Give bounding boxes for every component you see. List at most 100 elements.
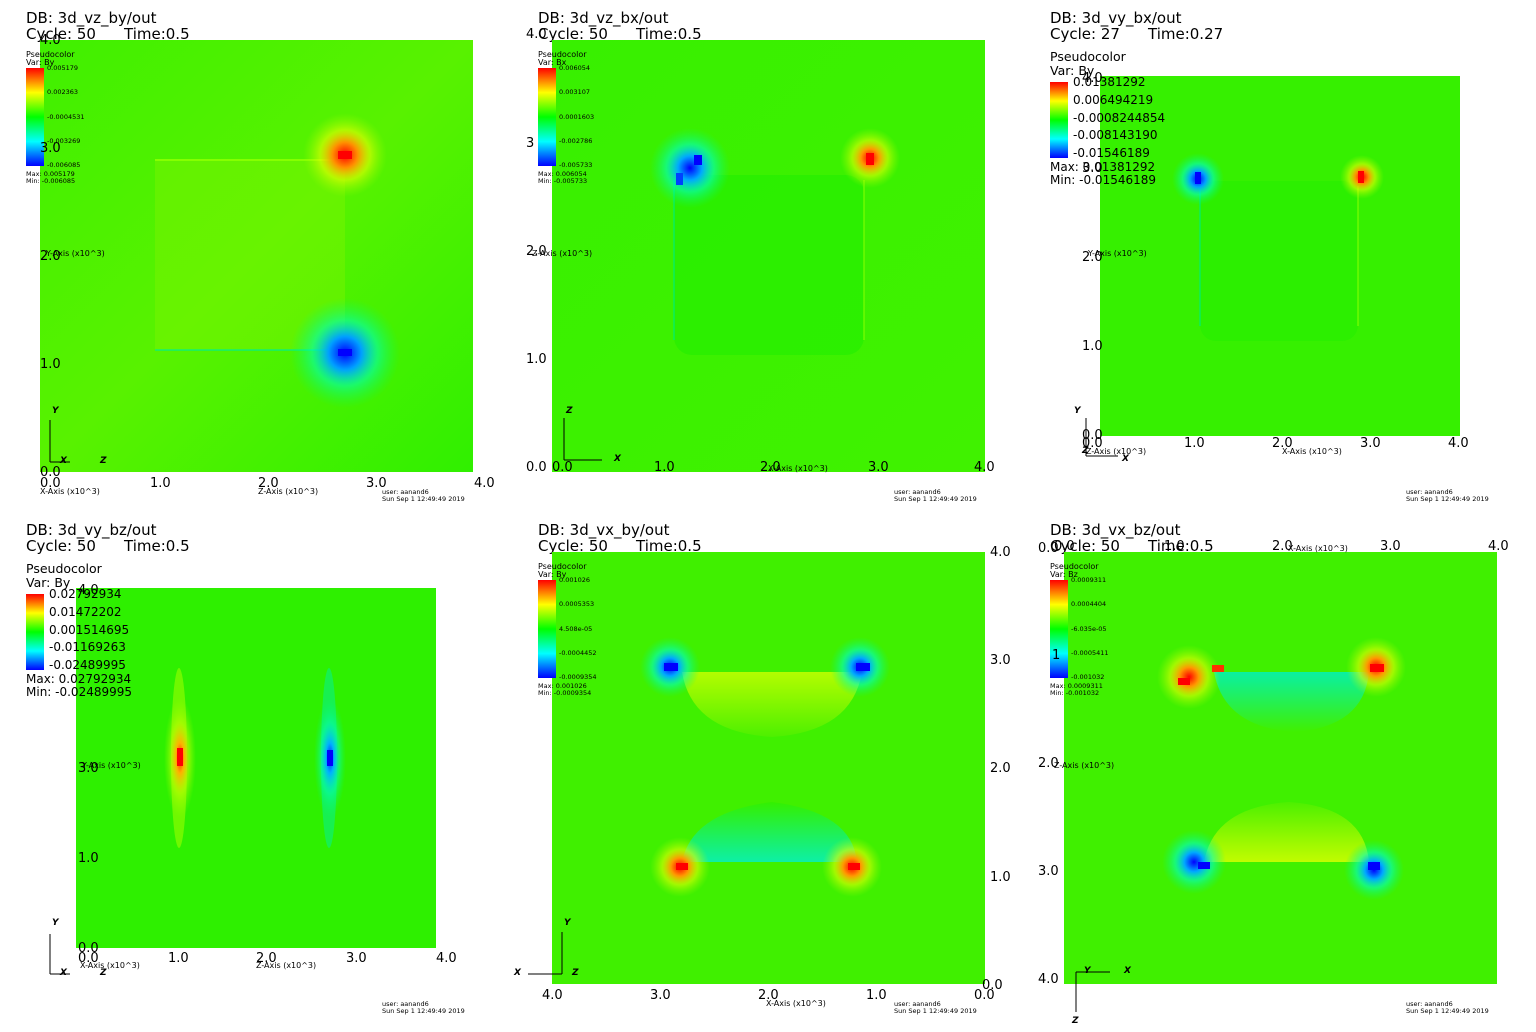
min-label: Min: -0.0009354 (538, 689, 592, 697)
legend-value: -0.0009354 (559, 673, 597, 681)
user-label: user: aanand6 (894, 1000, 941, 1008)
pseudocolor-field (40, 40, 473, 472)
y-tick: 4.0 (78, 583, 99, 598)
x-tick: 4.0 (436, 951, 457, 966)
y-tick: 4.0 (1038, 972, 1059, 987)
max-label: Max: 0.005179 (26, 170, 75, 178)
db-title: DB: 3d_vz_by/out (26, 9, 157, 27)
x-tick: 1.0 (150, 476, 171, 491)
axis-triad: Y Z X (1074, 404, 1150, 470)
legend-value: -0.005733 (559, 161, 593, 169)
x-tick: 0.0 (78, 951, 99, 966)
colorbar (26, 594, 44, 670)
x-tick: 2.0 (256, 951, 277, 966)
var-name: Var: By (1050, 63, 1095, 78)
x-tick: 4.0 (1448, 436, 1469, 451)
legend-value: -6.035e-05 (1071, 625, 1107, 633)
x-tick: 2.0 (760, 460, 781, 475)
colorbar (538, 580, 556, 678)
x-tick: 1.0 (168, 951, 189, 966)
y-tick: 2.0 (526, 244, 547, 259)
y-tick: 1.0 (40, 357, 61, 372)
colorbar (538, 68, 556, 166)
min-label: Min: -0.02489995 (26, 685, 133, 699)
date-label: Sun Sep 1 12:49:49 2019 (894, 1007, 977, 1016)
user-info: user: aanand6 Sun Sep 1 12:49:49 2019 (894, 1000, 977, 1016)
legend-value: 0.001026 (559, 576, 591, 584)
plot-name: Pseudocolor (1050, 49, 1126, 64)
min-label: Min: -0.006085 (26, 177, 76, 185)
cycle-label: Cycle: 50 (1050, 537, 1120, 555)
y-tick: 1.0 (1082, 339, 1103, 354)
triad-label: Y (1084, 966, 1091, 976)
x-tick: 3.0 (650, 988, 671, 1003)
z-axis-title: Z-Axis (x10^3) (258, 487, 319, 496)
legend-value: 4.508e-05 (559, 625, 593, 633)
triad-label: Z (1072, 1016, 1079, 1026)
var-name: Var: Bz (1050, 570, 1078, 579)
x-tick: 1.0 (866, 988, 887, 1003)
legend-value: 0.01472202 (49, 605, 122, 619)
x-tick: 4.0 (474, 476, 495, 491)
y-axis-title: Y-Axis (x10^3) (46, 249, 105, 258)
legend-value: -0.008143190 (1073, 128, 1158, 142)
var-name: Var: By (26, 58, 55, 67)
db-title: DB: 3d_vx_bz/out (1050, 521, 1181, 539)
cycle-label: Cycle: 50 (538, 25, 608, 43)
pseudocolor-field (1064, 552, 1497, 984)
triad-label: X (60, 968, 67, 978)
max-label: Max: 0.02792934 (26, 672, 132, 686)
triad-label: X (60, 456, 67, 466)
x-tick: 3.0 (868, 460, 889, 475)
max-label: Max: 0.006054 (538, 170, 587, 178)
user-label: user: aanand6 (382, 1000, 429, 1008)
y-axis-title: Y-Axis (x10^3) (82, 761, 141, 770)
x-tick: 4.0 (974, 460, 995, 475)
axis-triad: Y X Z (44, 916, 114, 982)
db-title: DB: 3d_vx_by/out (538, 521, 670, 539)
field-min-blob (650, 128, 730, 208)
panel-vz-bx: DB: 3d_vz_bx/out Cycle: 50 Time:0.5 Pseu… (512, 0, 1024, 512)
colorbar (1050, 82, 1068, 158)
user-label: user: aanand6 (894, 488, 941, 496)
x-tick: 3.0 (366, 476, 387, 491)
y-tick: 3.0 (1082, 161, 1103, 176)
triad-label: Z (572, 968, 579, 978)
y-tick: 4.0 (40, 33, 61, 48)
time-label: Time:0.5 (124, 25, 190, 43)
plot-name: Pseudocolor (26, 561, 102, 576)
triad-label: X (514, 968, 521, 978)
date-label: Sun Sep 1 12:49:49 2019 (1406, 495, 1489, 504)
var-name: Var: By (26, 575, 71, 590)
time-label: Time:0.5 (124, 537, 190, 555)
legend-value: -0.002786 (559, 137, 593, 145)
time-label: Time:0.5 (1148, 537, 1214, 555)
z-axis-title: Z-Axis (x10^3) (256, 961, 317, 970)
panel-vy-bz: DB: 3d_vy_bz/out Cycle: 50 Time:0.5 Pseu… (0, 512, 512, 1024)
cycle-label: Cycle: 27 (1050, 25, 1120, 43)
legend-value: 0.0009311 (1071, 576, 1107, 584)
legend-value: 0.0004404 (1071, 600, 1107, 608)
date-label: Sun Sep 1 12:49:49 2019 (382, 495, 465, 504)
x-tick: 2.0 (1272, 539, 1293, 554)
legend-value: -0.0008244854 (1073, 111, 1166, 125)
triad-label: X (614, 454, 621, 464)
time-label: Time:0.27 (1148, 25, 1224, 43)
x-tick: 0.0 (1054, 539, 1075, 554)
max-label: Max: 0.001026 (538, 682, 587, 690)
x-tick: 2.0 (758, 988, 779, 1003)
axis-triad: Z X (558, 404, 628, 470)
user-info: user: aanand6 Sun Sep 1 12:49:49 2019 (382, 488, 465, 504)
legend-value: -0.001032 (1071, 673, 1105, 681)
db-title: DB: 3d_vy_bx/out (1050, 9, 1182, 27)
x-tick: 1.0 (1164, 539, 1185, 554)
panel-vx-by: DB: 3d_vx_by/out Cycle: 50 Time:0.5 Pseu… (512, 512, 1024, 1024)
triad-label: X (1124, 966, 1131, 976)
y-tick: 3.0 (40, 141, 61, 156)
y-tick: 0.0 (526, 460, 547, 475)
triad-label: Y (52, 918, 59, 928)
plot-name: Pseudocolor (538, 562, 587, 571)
legend-value: -0.003269 (47, 137, 81, 145)
axis-triad: Y X Z (1070, 962, 1140, 1032)
y-tick: 4.0 (1082, 71, 1103, 86)
